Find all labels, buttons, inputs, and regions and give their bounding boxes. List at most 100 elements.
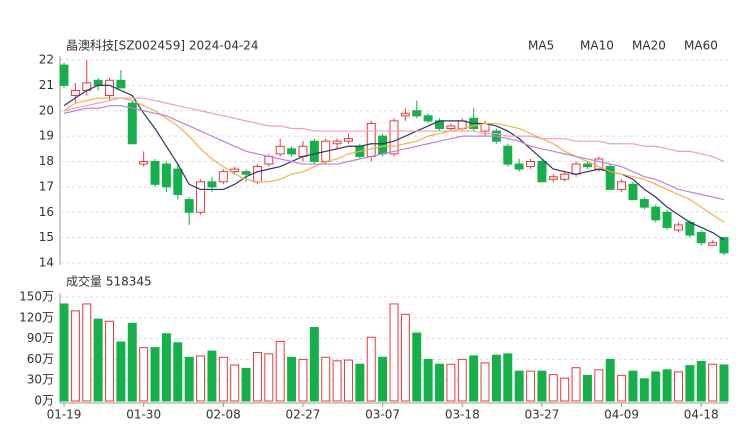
volume-bar	[275, 340, 285, 402]
volume-bar	[150, 347, 160, 402]
ma-line	[63, 105, 725, 201]
x-tick-label: 03-27	[524, 408, 559, 422]
y-tick-label: 16	[39, 205, 54, 219]
legend-label: MA10	[580, 39, 614, 53]
volume-bar	[662, 369, 672, 402]
candle-body	[548, 176, 558, 180]
candle-body	[196, 181, 206, 213]
candle-body	[582, 163, 592, 168]
volume-bar	[514, 370, 524, 402]
candle-body	[309, 140, 319, 162]
volume-bar	[503, 353, 513, 402]
volume-bar	[298, 358, 308, 402]
candle-body	[93, 79, 103, 86]
volume-bar	[560, 377, 570, 402]
candle-body	[70, 89, 80, 97]
volume-bar	[264, 353, 274, 402]
volume-title: 成交量 518345	[66, 274, 152, 289]
volume-bar	[446, 363, 456, 402]
volume-bar	[93, 318, 103, 402]
volume-bar	[389, 303, 399, 402]
volume-bar	[59, 303, 69, 402]
candle-body	[105, 79, 115, 97]
volume-bar	[685, 365, 695, 402]
candle-body	[389, 120, 399, 155]
candle-body	[662, 211, 672, 228]
volume-bar	[173, 342, 183, 402]
volume-bar	[70, 310, 80, 402]
candle-body	[366, 122, 376, 157]
volume-bar	[594, 369, 604, 402]
y-tick-label: 14	[39, 256, 54, 270]
x-tick-label: 02-27	[286, 408, 321, 422]
y-tick-label: 150万	[19, 290, 54, 304]
candle-body	[184, 199, 194, 213]
y-tick-label: 22	[39, 53, 54, 67]
volume-bar	[491, 354, 501, 402]
volume-bar	[719, 364, 729, 402]
x-tick-label: 04-18	[684, 408, 719, 422]
y-tick-label: 19	[39, 129, 54, 143]
candle-body	[298, 145, 308, 157]
candle-body	[708, 242, 718, 246]
candle-body	[116, 79, 126, 89]
candle-body	[526, 161, 536, 168]
y-tick-label: 90万	[27, 331, 54, 345]
volume-bar	[378, 356, 388, 402]
legend-label: MA20	[632, 39, 666, 53]
candle-body	[332, 140, 342, 145]
volume-bar	[105, 320, 115, 402]
candle-body	[651, 206, 661, 221]
volume-bar	[412, 332, 422, 402]
y-tick-label: 0万	[34, 394, 54, 408]
legend-label: MA60	[684, 39, 718, 53]
candle-body	[173, 168, 183, 195]
volume-bar	[674, 371, 683, 402]
candle-body	[423, 115, 433, 122]
candle-body	[59, 64, 69, 86]
x-tick-label: 02-08	[206, 408, 241, 422]
volume-bar	[628, 370, 638, 402]
volume-bar	[344, 359, 353, 402]
chart-title: 晶澳科技[SZ002459] 2024-04-24	[66, 39, 259, 53]
candle-body	[218, 171, 228, 183]
volume-bar	[605, 358, 615, 402]
volume-bar	[469, 355, 479, 402]
volume-bar	[537, 370, 547, 402]
volume-bar	[355, 363, 365, 402]
volume-bar	[617, 374, 627, 402]
volume-bar	[480, 362, 490, 402]
y-tick-label: 15	[39, 230, 54, 244]
volume-bar	[651, 371, 661, 402]
volume-bar	[423, 358, 433, 402]
candle-body	[127, 102, 137, 145]
volume-bar	[571, 367, 581, 402]
candle-body	[571, 163, 581, 175]
ma-line	[63, 97, 725, 223]
y-tick-label: 30万	[27, 373, 54, 387]
candle-body	[617, 181, 627, 190]
candle-body	[446, 125, 456, 130]
candle-body	[241, 171, 251, 175]
candle-body	[628, 183, 638, 201]
volume-bar	[548, 374, 558, 402]
x-tick-label: 03-07	[365, 408, 400, 422]
candle-body	[344, 138, 353, 142]
candle-body	[275, 145, 285, 155]
volume-bar	[252, 351, 262, 402]
volume-bar	[230, 364, 240, 402]
volume-bar	[400, 313, 410, 402]
volume-bar	[139, 347, 149, 402]
volume-bar	[127, 322, 137, 402]
y-tick-label: 120万	[19, 310, 54, 324]
candle-body	[674, 224, 683, 231]
volume-bar	[526, 370, 536, 402]
volume-bar	[366, 336, 376, 402]
candle-body	[605, 166, 615, 190]
volume-bar	[184, 356, 194, 402]
volume-bar	[116, 341, 126, 402]
volume-bar	[82, 303, 92, 402]
candle-body	[287, 148, 297, 155]
volume-bar	[696, 360, 706, 402]
x-tick-label: 01-19	[47, 408, 82, 422]
